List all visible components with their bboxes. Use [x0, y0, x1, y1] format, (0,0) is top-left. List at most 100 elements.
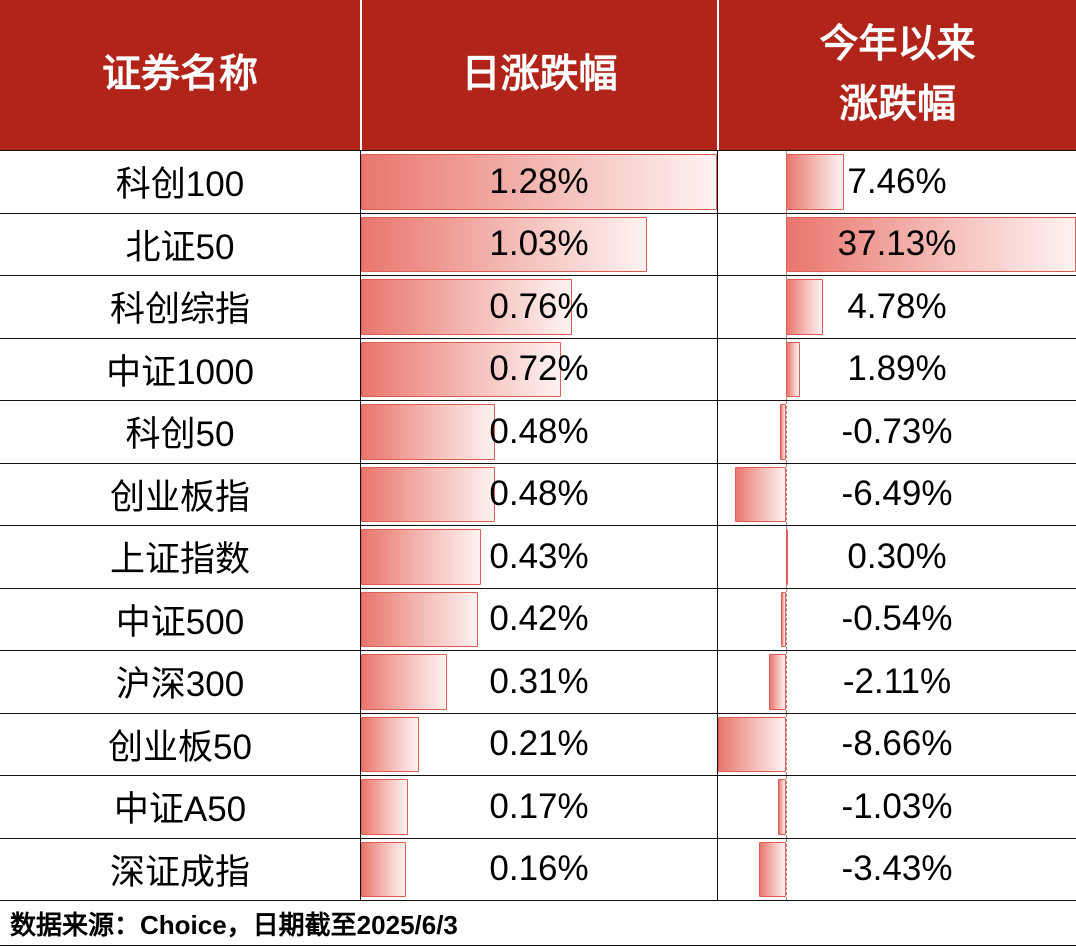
daily-change-cell: 0.16% [360, 838, 717, 900]
ytd-bar [785, 154, 845, 210]
daily-bar [361, 341, 562, 397]
ytd-change-value: -1.03% [841, 786, 953, 826]
ytd-change-value: -8.66% [841, 724, 953, 764]
daily-change-value: 1.28% [489, 161, 589, 201]
source-note: 数据来源：Choice，日期截至2025/6/3 [0, 900, 1076, 946]
daily-change-cell: 1.28% [360, 151, 717, 213]
ytd-change-value: 1.89% [847, 349, 947, 389]
table-row: 上证指数 0.43% 0.30% [0, 525, 1076, 588]
table-row: 中证500 0.42% -0.54% [0, 587, 1076, 650]
table-row: 北证50 1.03% 37.13% [0, 212, 1076, 275]
daily-change-value: 0.31% [489, 661, 589, 701]
index-name: 北证50 [125, 227, 235, 267]
table-row: 沪深300 0.31% -2.11% [0, 650, 1076, 713]
daily-change-value: 0.43% [489, 536, 589, 576]
table-row: 科创综指 0.76% 4.78% [0, 275, 1076, 338]
daily-bar [361, 779, 409, 835]
ytd-bar [781, 591, 786, 647]
daily-bar [361, 529, 481, 585]
ytd-change-value: -2.11% [842, 661, 952, 701]
ytd-bar [718, 716, 786, 772]
ytd-axis-line [785, 776, 787, 838]
ytd-change-cell: -3.43% [717, 838, 1076, 900]
daily-change-cell: 1.03% [360, 213, 717, 275]
ytd-change-cell: -0.54% [717, 588, 1076, 650]
ytd-bar [785, 341, 801, 397]
daily-change-cell: 0.42% [360, 588, 717, 650]
ytd-change-cell: -2.11% [717, 651, 1076, 713]
daily-change-value: 0.16% [489, 849, 589, 889]
ytd-change-cell: 7.46% [717, 151, 1076, 213]
ytd-bar [758, 841, 786, 897]
ytd-change-cell: 1.89% [717, 338, 1076, 400]
ytd-change-value: 0.30% [847, 536, 947, 576]
ytd-change-value: -6.49% [841, 474, 953, 514]
daily-change-value: 0.48% [489, 411, 589, 451]
daily-bar [361, 716, 420, 772]
table-row: 深证成指 0.16% -3.43% [0, 837, 1076, 900]
ytd-change-cell: -1.03% [717, 776, 1076, 838]
table-row: 中证1000 0.72% 1.89% [0, 337, 1076, 400]
ytd-axis-line [785, 401, 787, 463]
daily-change-value: 0.48% [489, 474, 589, 514]
daily-change-cell: 0.31% [360, 651, 717, 713]
table-row: 创业板50 0.21% -8.66% [0, 712, 1076, 775]
daily-bar [361, 404, 495, 460]
ytd-bar [779, 404, 786, 460]
daily-bar [361, 154, 717, 210]
ytd-bar [785, 279, 824, 335]
ytd-change-value: -3.43% [841, 849, 953, 889]
ytd-change-cell: -6.49% [717, 463, 1076, 525]
ytd-change-value: -0.54% [841, 599, 953, 639]
daily-bar [361, 841, 406, 897]
index-name: 中证1000 [106, 352, 254, 392]
ytd-change-cell: 37.13% [717, 213, 1076, 275]
ytd-change-cell: -0.73% [717, 401, 1076, 463]
ytd-axis-line [785, 463, 787, 525]
index-name: 科创综指 [109, 290, 250, 330]
daily-bar [361, 279, 573, 335]
ytd-axis-line [785, 588, 787, 650]
table-row: 创业板指 0.48% -6.49% [0, 462, 1076, 525]
ytd-bar [785, 216, 1076, 272]
ytd-axis-line [785, 651, 787, 713]
daily-bar [361, 466, 495, 522]
index-name: 科创50 [125, 415, 235, 455]
index-name: 创业板指 [109, 477, 250, 517]
index-name: 深证成指 [109, 852, 250, 892]
daily-change-cell: 0.76% [360, 276, 717, 338]
ytd-change-value: 7.46% [847, 161, 947, 201]
ytd-bar [777, 779, 786, 835]
daily-bar [361, 591, 478, 647]
header-security-name: 证券名称 [101, 52, 258, 96]
index-name: 科创100 [115, 165, 245, 205]
ytd-change-cell: 0.30% [717, 526, 1076, 588]
daily-change-cell: 0.17% [360, 776, 717, 838]
ytd-change-value: 37.13% [837, 224, 957, 264]
daily-change-value: 0.76% [489, 286, 589, 326]
daily-change-value: 0.17% [489, 786, 589, 826]
table-row: 科创100 1.28% 7.46% [0, 150, 1076, 213]
ytd-change-value: 4.78% [847, 286, 947, 326]
daily-change-value: 1.03% [489, 224, 589, 264]
header-ytd-line2: 涨跌幅 [838, 83, 956, 126]
header-daily-change: 日涨跌幅 [360, 0, 717, 150]
table-row: 科创50 0.48% -0.73% [0, 400, 1076, 463]
daily-change-value: 0.72% [489, 349, 589, 389]
daily-change-cell: 0.48% [360, 463, 717, 525]
daily-change-cell: 0.43% [360, 526, 717, 588]
ytd-change-cell: 4.78% [717, 276, 1076, 338]
ytd-bar [734, 466, 786, 522]
index-name: 中证500 [115, 602, 245, 642]
daily-change-cell: 0.48% [360, 401, 717, 463]
table-header-row: 证券名称 日涨跌幅 今年以来 涨跌幅 [0, 0, 1076, 150]
daily-change-value: 0.42% [489, 599, 589, 639]
table-row: 中证A50 0.17% -1.03% [0, 775, 1076, 838]
index-name: 中证A50 [113, 790, 247, 830]
ytd-change-cell: -8.66% [717, 713, 1076, 775]
index-name: 创业板50 [108, 727, 252, 767]
ytd-bar [769, 654, 786, 710]
index-name: 沪深300 [115, 665, 245, 705]
ytd-change-value: -0.73% [841, 411, 953, 451]
